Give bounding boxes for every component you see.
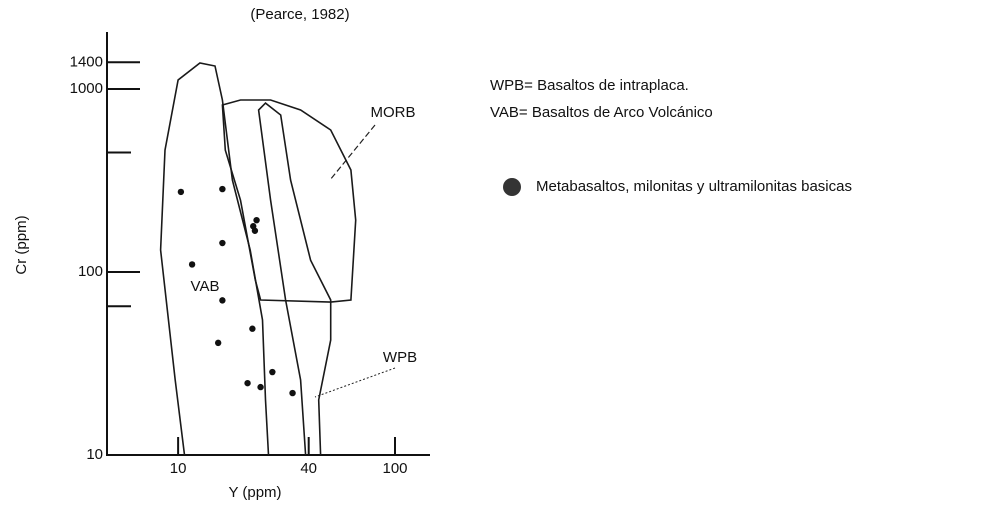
point [177,188,185,196]
legend-marker [503,178,521,196]
point [253,216,260,224]
field-outline [159,62,270,456]
x-tick-label: 100 [382,460,407,477]
chart-title: (Pearce, 1982) [250,6,349,23]
point [257,383,264,391]
wpb-leader [314,367,396,398]
point [269,368,276,376]
field-label: WPB [383,349,417,366]
x-tick-label: 40 [300,460,317,477]
point [219,239,226,247]
x-tick-label: 10 [170,460,187,477]
point [219,185,226,193]
y-tick-label: 10 [86,446,103,463]
point [249,325,256,332]
y-tick-label: 1400 [70,53,103,70]
field-outline [221,99,357,303]
point [251,227,259,234]
point [214,339,222,347]
point [188,261,196,268]
point [289,389,296,397]
y-tick-label: 100 [78,263,103,280]
y-axis-label: Cr (ppm) [13,215,30,274]
field-outline [257,102,332,456]
point [244,379,251,387]
note: VAB= Basaltos de Arco Volcánico [490,104,713,121]
field-label: VAB [191,278,220,295]
y-tick-label: 1000 [70,80,103,97]
point [219,297,226,304]
x-axis-label: Y (ppm) [228,484,281,501]
field-label: MORB [371,104,416,121]
note: WPB= Basaltos de intraplaca. [490,77,689,94]
legend-label: Metabasaltos, milonitas y ultramilonitas… [536,178,852,195]
morb-leader [329,124,376,181]
